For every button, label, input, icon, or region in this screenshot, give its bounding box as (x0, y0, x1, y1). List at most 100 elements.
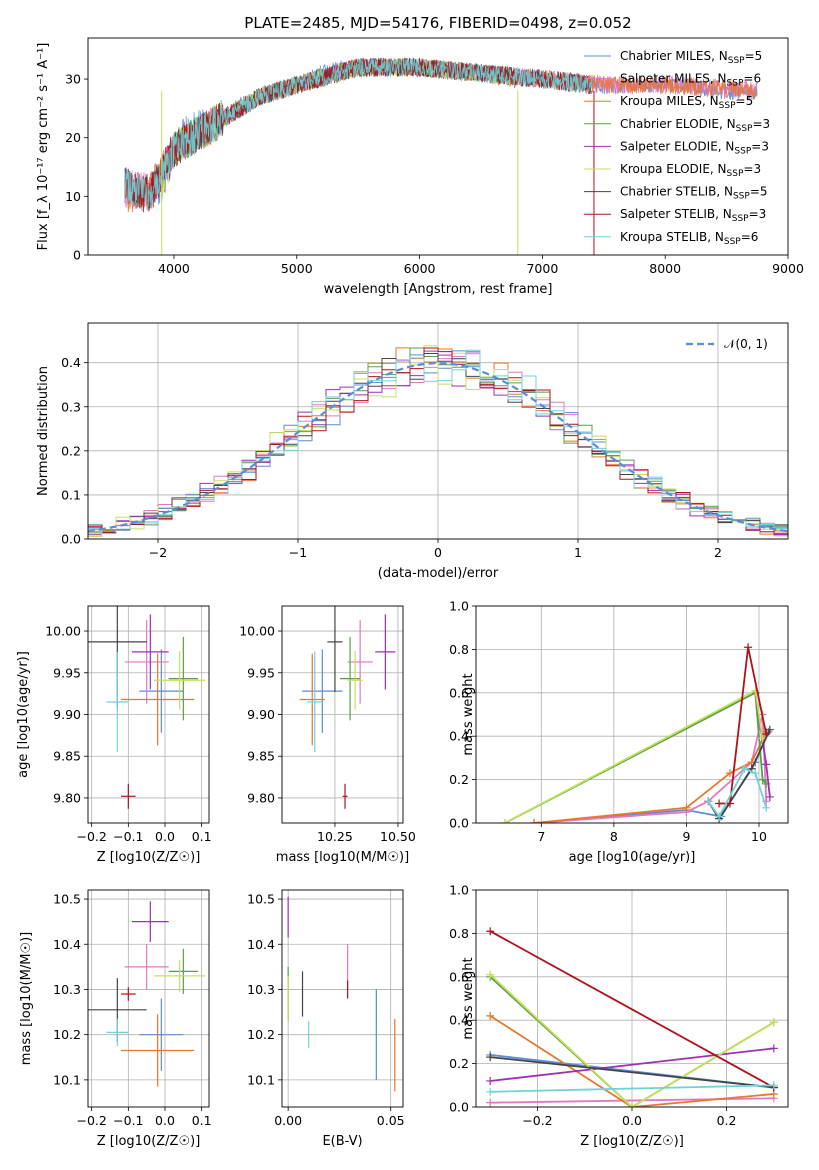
x-tick-label: 0.2 (717, 1113, 737, 1128)
y-tick-label: 10.4 (53, 937, 81, 952)
y-axis-label: mass [log10(M/M☉)] (19, 932, 34, 1065)
x-tick-label: 8000 (649, 261, 681, 276)
y-tick-label: 1.0 (449, 883, 469, 898)
x-tick-label: 10.50 (380, 829, 416, 844)
plot-area-age-vs-mass (299, 606, 396, 809)
weight-line-3 (504, 691, 767, 823)
legend-label-7: Salpeter STELIB, NSSP=3 (620, 207, 766, 224)
legend-label-5: Kroupa ELODIE, NSSP=3 (620, 162, 761, 179)
weight-marker-4 (769, 1044, 778, 1053)
weight-marker-4 (762, 760, 771, 769)
legend-subscript: SSP (732, 214, 749, 224)
legend-label-value: =3 (751, 139, 769, 153)
y-axis-label: age [log10(age/yr)] (16, 651, 31, 778)
x-axis-label: wavelength [Angstrom, rest frame] (324, 282, 553, 297)
legend-subscript: SSP (728, 56, 745, 66)
x-tick-label: 0.1 (192, 1113, 212, 1128)
y-tick-label: 10.3 (247, 982, 275, 997)
y-tick-label: 0.4 (449, 729, 469, 744)
weight-line-7 (489, 930, 775, 1089)
plot-area-mass-weight-vs-Z (486, 927, 778, 1107)
axes-frame (87, 889, 210, 1108)
weight-marker-8 (740, 764, 749, 773)
x-tick-label: −0.2 (522, 1113, 552, 1128)
plot-area-mass-vs-ebv (287, 896, 396, 1092)
legend-subscript: SSP (724, 237, 741, 247)
weight-marker-7 (762, 730, 771, 739)
legend-label-value: =5 (736, 94, 754, 108)
x-tick-label: 8 (610, 829, 618, 844)
plot-area-mass-weight-vs-age (501, 643, 774, 823)
y-tick-label: 10.3 (53, 982, 81, 997)
legend-label-1: Salpeter MILES, NSSP=6 (620, 72, 761, 89)
weight-marker-4 (486, 1076, 495, 1085)
y-tick-label: 10.5 (247, 892, 275, 907)
y-tick-label: 0.4 (449, 1013, 469, 1028)
weight-marker-7 (744, 643, 753, 652)
axes-frame (475, 889, 789, 1108)
weight-line-6 (490, 1056, 774, 1089)
y-axis-label: Normed distribution (36, 366, 51, 496)
normal-curve (88, 361, 788, 533)
legend-label-value: =5 (750, 185, 768, 199)
legend-subscript: SSP (736, 124, 753, 134)
x-tick-label: 0.05 (377, 1113, 405, 1128)
x-tick-label: 0.0 (155, 1113, 175, 1128)
y-tick-label: 9.85 (53, 749, 81, 764)
axes-frame (475, 605, 789, 824)
x-tick-label: 0.0 (622, 1113, 642, 1128)
panel-spectrum (84, 78, 789, 259)
y-tick-label: 0.6 (449, 685, 469, 700)
legend-subscript: SSP (727, 169, 744, 179)
x-tick-label: 9000 (772, 261, 804, 276)
y-tick-label: 0.2 (449, 1056, 469, 1071)
x-axis-label: mass [log10(M/M☉)] (276, 850, 409, 865)
x-tick-label: 0 (434, 545, 442, 560)
weight-line-1 (533, 714, 768, 823)
y-tick-label: 30 (65, 72, 81, 87)
x-tick-label: 0.1 (192, 829, 212, 844)
x-tick-label: 6000 (404, 261, 436, 276)
weight-marker-4 (765, 792, 774, 801)
y-tick-label: 0.1 (61, 487, 81, 502)
histogram-step-8 (88, 349, 788, 534)
axes-frame (87, 605, 210, 824)
legend-label-3: Chabrier ELODIE, NSSP=3 (620, 117, 770, 134)
panel-mass-vs-ebv (278, 890, 403, 1111)
y-tick-label: 1.0 (449, 599, 469, 614)
legend-label-6: Chabrier STELIB, NSSP=5 (620, 185, 768, 202)
weight-line-8 (490, 1084, 774, 1093)
y-tick-label: 0.2 (449, 772, 469, 787)
axes-frame (281, 605, 404, 824)
y-axis-label: mass weight (461, 673, 476, 755)
weight-marker-5 (501, 819, 510, 823)
weight-marker-5 (486, 970, 495, 979)
y-tick-label: 10.00 (239, 624, 275, 639)
histogram-step-7 (88, 347, 788, 534)
y-tick-label: 0.8 (449, 642, 469, 657)
axes-frame (281, 889, 404, 1108)
y-tick-label: 0.0 (449, 1100, 469, 1115)
x-tick-label: −1 (289, 545, 307, 560)
x-tick-label: −0.1 (113, 829, 143, 844)
axes-frame (87, 322, 789, 540)
weight-line-4 (490, 1047, 774, 1082)
weight-marker-8 (751, 769, 760, 778)
x-tick-label: −0.2 (76, 829, 106, 844)
weight-marker-3 (758, 775, 767, 784)
plot-area-age-vs-Z (88, 606, 206, 809)
y-tick-label: 10.1 (53, 1072, 81, 1087)
weight-marker-6 (765, 725, 774, 734)
weight-marker-2 (486, 1011, 495, 1020)
x-tick-label: 7000 (526, 261, 558, 276)
x-tick-label: 10.25 (317, 829, 353, 844)
weight-marker-8 (769, 1081, 778, 1090)
y-tick-label: 0.0 (61, 532, 81, 547)
y-axis-label: Flux [f_λ 10⁻¹⁷ erg cm⁻² s⁻¹ A⁻¹] (36, 43, 51, 251)
weight-marker-7 (486, 927, 495, 936)
legend-label-value: =3 (752, 117, 770, 131)
x-tick-label: −0.1 (113, 1113, 143, 1128)
weight-marker-8 (486, 1087, 495, 1096)
x-tick-label: 2 (714, 545, 722, 560)
